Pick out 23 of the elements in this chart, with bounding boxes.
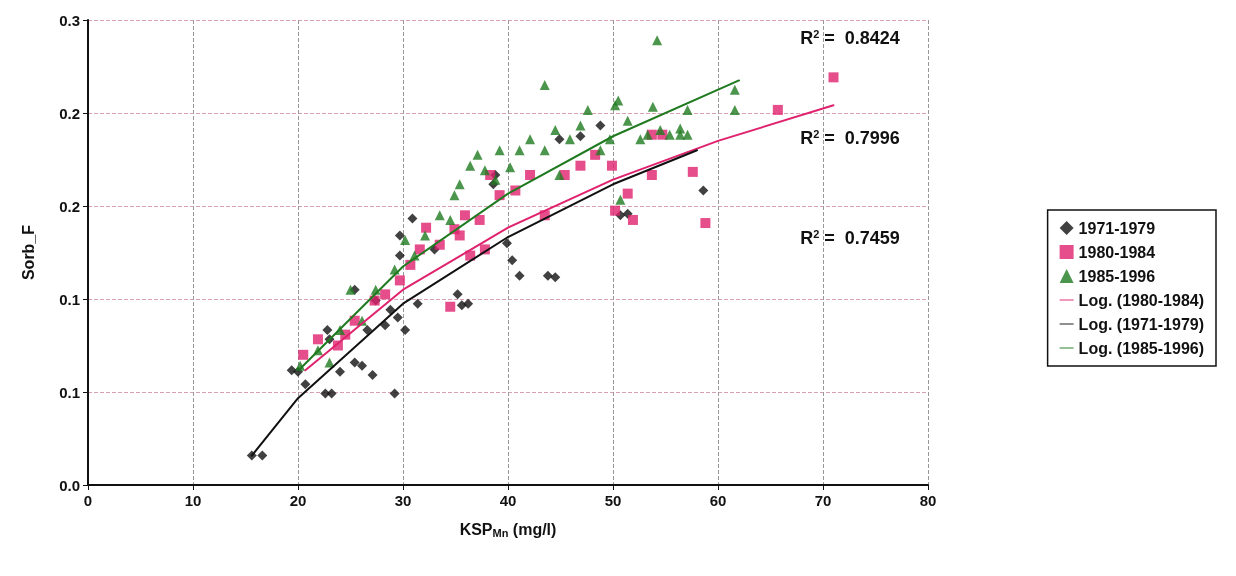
x-tick-label: 10 — [184, 492, 202, 509]
x-tick-label: 30 — [394, 492, 412, 509]
y-tick-label: 0.1 — [59, 383, 80, 401]
x-axis-title: KSPMn (mg/l) — [459, 521, 557, 539]
legend-label: 1985-1996 — [1078, 267, 1156, 285]
x-tick-label: 80 — [919, 492, 937, 509]
y-tick-label: 0.2 — [59, 104, 80, 122]
y-tick-label: 0.0 — [59, 476, 80, 494]
x-tick-label: 20 — [289, 492, 307, 509]
x-tick-label: 70 — [814, 492, 832, 509]
legend-label: Log. (1985-1996) — [1078, 339, 1205, 357]
y-tick-label: 0.2 — [59, 197, 80, 215]
x-tick-label: 60 — [709, 492, 727, 509]
legend-label: Log. (1971-1979) — [1078, 315, 1205, 333]
y-axis-title: Sorb_F — [19, 224, 37, 281]
x-tick-label: 50 — [604, 492, 622, 509]
y-tick-label: 0.1 — [59, 290, 80, 308]
legend-label: 1980-1984 — [1078, 243, 1156, 261]
y-tick-label: 0.3 — [59, 11, 80, 29]
legend-label: Log. (1980-1984) — [1078, 291, 1205, 309]
legend-label: 1971-1979 — [1078, 219, 1156, 237]
x-tick-label: 0 — [83, 492, 93, 509]
x-tick-label: 40 — [499, 492, 517, 509]
